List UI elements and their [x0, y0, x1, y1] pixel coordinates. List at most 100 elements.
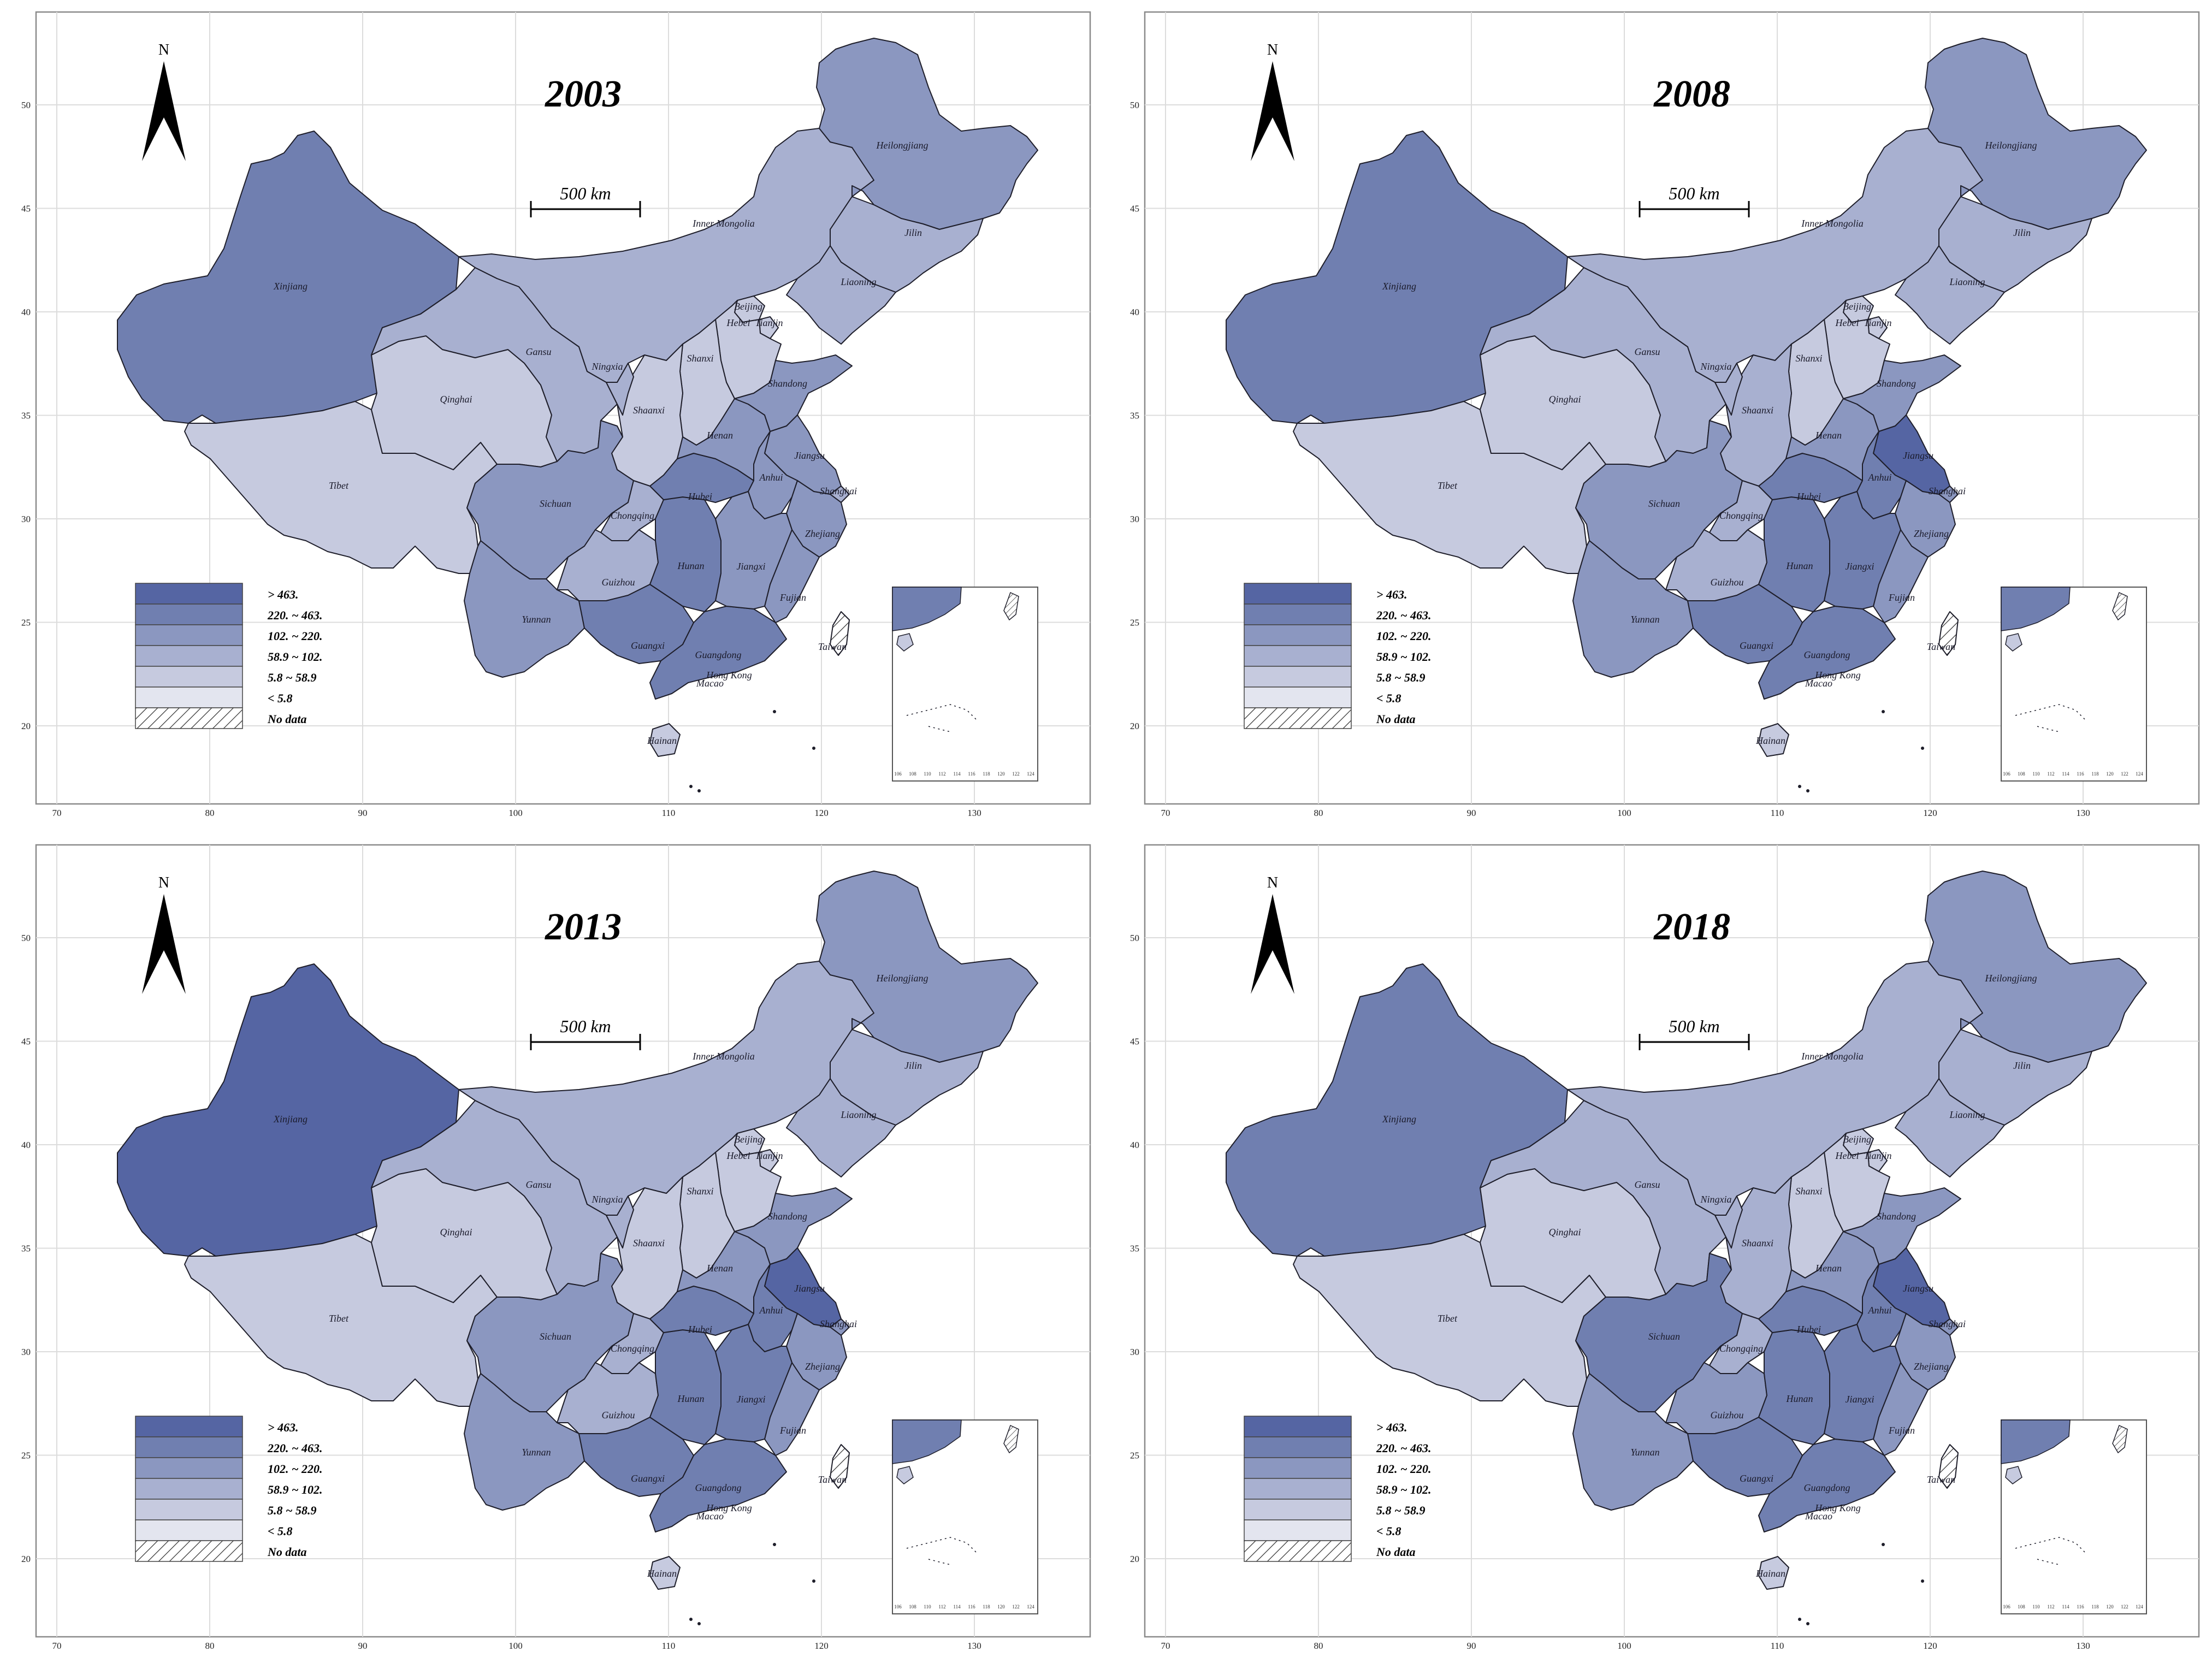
south-china-sea-inset: 106 108 110 112 114 116 118 120 122 124	[892, 1419, 1038, 1614]
y-tick-label: 45	[1130, 1037, 1139, 1047]
inset-tick-label: 108	[2018, 1604, 2025, 1609]
province-guangdong[interactable]	[649, 1439, 787, 1532]
legend-label: > 463.	[268, 588, 299, 601]
y-tick-label: 45	[1130, 204, 1139, 214]
y-tick-label: 20	[1130, 721, 1139, 731]
province-shandong[interactable]	[734, 1187, 853, 1265]
province-layer	[1226, 871, 2147, 1625]
x-tick-label: 100	[1617, 1641, 1631, 1651]
y-tick-label: 30	[1130, 514, 1139, 524]
province-label-chongqing: Chongqing	[611, 510, 654, 521]
x-tick-label: 100	[508, 1641, 523, 1651]
province-jiangxi[interactable]	[715, 491, 792, 609]
province-heilongjiang[interactable]	[1925, 871, 2147, 1063]
island-mark	[1806, 789, 1809, 792]
province-label-fujian: Fujian	[779, 592, 806, 603]
province-label-hainan: Hainan	[1755, 735, 1785, 746]
province-taiwan[interactable]	[1938, 611, 1959, 656]
y-tick-label: 50	[1130, 100, 1139, 110]
x-tick-label: 90	[358, 1641, 368, 1651]
province-label-guangxi: Guangxi	[1740, 1473, 1773, 1484]
inset-tick-label: 118	[2091, 771, 2099, 777]
province-hainan[interactable]	[1758, 1556, 1789, 1590]
province-liaoning[interactable]	[786, 245, 896, 345]
y-tick-label: 25	[1130, 618, 1139, 628]
province-jiangxi[interactable]	[1824, 491, 1901, 609]
inset-hainan	[896, 633, 914, 652]
province-jiangxi[interactable]	[1824, 1324, 1901, 1442]
province-label-hainan: Hainan	[1755, 1568, 1785, 1579]
province-ningxia[interactable]	[606, 363, 634, 416]
x-tick-label: 90	[358, 808, 368, 818]
province-shandong[interactable]	[1843, 1187, 1961, 1265]
province-shandong[interactable]	[734, 354, 853, 432]
legend-label: < 5.8	[268, 691, 293, 705]
province-guangdong[interactable]	[649, 606, 787, 700]
province-label-xinjiang: Xinjiang	[1382, 1114, 1416, 1125]
province-label-shanxi: Shanxi	[687, 353, 714, 364]
province-heilongjiang[interactable]	[1925, 38, 2147, 230]
province-liaoning[interactable]	[786, 1078, 896, 1177]
province-label-shanghai: Shanghai	[820, 486, 857, 496]
province-label-shanghai: Shanghai	[820, 1318, 857, 1329]
inset-tick-label: 120	[997, 771, 1005, 777]
province-taiwan[interactable]	[1938, 1444, 1959, 1489]
inset-hainan	[2005, 1466, 2022, 1484]
province-hainan[interactable]	[1758, 723, 1789, 757]
inset-tick-label: 108	[909, 1604, 916, 1609]
legend: > 463. 220. ~ 463. 102. ~ 220. 58.9 ~ 102. 5…	[135, 583, 323, 729]
legend-swatch	[135, 1416, 243, 1437]
island-mark	[773, 1543, 776, 1546]
legend-swatch	[135, 624, 243, 646]
y-tick-label: 40	[21, 307, 31, 317]
province-label-shanghai: Shanghai	[1929, 1318, 1966, 1329]
province-guangdong[interactable]	[1758, 606, 1896, 700]
province-ningxia[interactable]	[606, 1196, 634, 1248]
province-xinjiang[interactable]	[117, 963, 459, 1257]
province-labels: Xinjiang Tibet Qinghai Gansu Inner Mongolia H…	[273, 973, 928, 1579]
x-tick-label: 80	[205, 808, 215, 818]
province-ningxia[interactable]	[1714, 1196, 1743, 1248]
south-china-sea-inset: 106 108 110 112 114 116 118 120 122 124	[2001, 587, 2147, 782]
province-label-hongkong: Hong Kong	[706, 1502, 752, 1513]
province-label-hunan: Hunan	[677, 1393, 705, 1404]
province-heilongjiang[interactable]	[816, 871, 1038, 1063]
north-arrow-icon: N	[142, 874, 186, 994]
province-ningxia[interactable]	[1714, 363, 1743, 416]
province-label-hubei: Hubei	[688, 491, 712, 502]
province-hainan[interactable]	[649, 1556, 681, 1590]
legend-swatch	[1244, 666, 1352, 688]
map-panel-2018: 70 80 90 100 110 120 130 20 25 30 35 40 45 50 Xinjiang…	[1130, 844, 2200, 1651]
x-tick-label: 80	[1314, 1641, 1323, 1651]
legend-label: 58.9 ~ 102.	[1376, 1483, 1432, 1496]
province-xinjiang[interactable]	[1226, 131, 1568, 424]
province-taiwan[interactable]	[830, 1444, 850, 1489]
province-label-beijing: Beijing	[734, 301, 762, 312]
north-arrow-right	[164, 61, 186, 161]
province-guangdong[interactable]	[1758, 1439, 1896, 1532]
province-jiangxi[interactable]	[715, 1324, 792, 1442]
province-label-jiangxi: Jiangxi	[1846, 561, 1874, 572]
inset-tick-label: 106	[2003, 1604, 2010, 1609]
legend-label: > 463.	[1376, 1421, 1407, 1434]
inset-tick-label: 122	[2121, 1604, 2128, 1609]
province-label-shandong: Shandong	[768, 378, 807, 389]
province-xinjiang[interactable]	[117, 131, 459, 424]
province-label-hebei: Hebei	[726, 1150, 750, 1161]
province-hainan[interactable]	[649, 723, 681, 757]
province-shandong[interactable]	[1843, 354, 1961, 432]
province-label-heilongjiang: Heilongjiang	[876, 973, 928, 984]
province-label-heilongjiang: Heilongjiang	[1985, 140, 2037, 151]
province-label-fujian: Fujian	[1888, 592, 1915, 603]
inset-tick-label: 110	[924, 771, 931, 777]
province-taiwan[interactable]	[830, 611, 850, 656]
province-heilongjiang[interactable]	[816, 38, 1038, 230]
north-arrow-right	[1273, 61, 1294, 161]
x-tick-label: 100	[1617, 808, 1631, 818]
province-liaoning[interactable]	[1895, 1078, 2005, 1177]
province-label-henan: Henan	[706, 1263, 733, 1274]
province-label-guangdong: Guangdong	[695, 1482, 742, 1493]
province-label-chongqing: Chongqing	[1719, 1343, 1763, 1354]
province-liaoning[interactable]	[1895, 245, 2005, 345]
province-xinjiang[interactable]	[1226, 963, 1568, 1257]
